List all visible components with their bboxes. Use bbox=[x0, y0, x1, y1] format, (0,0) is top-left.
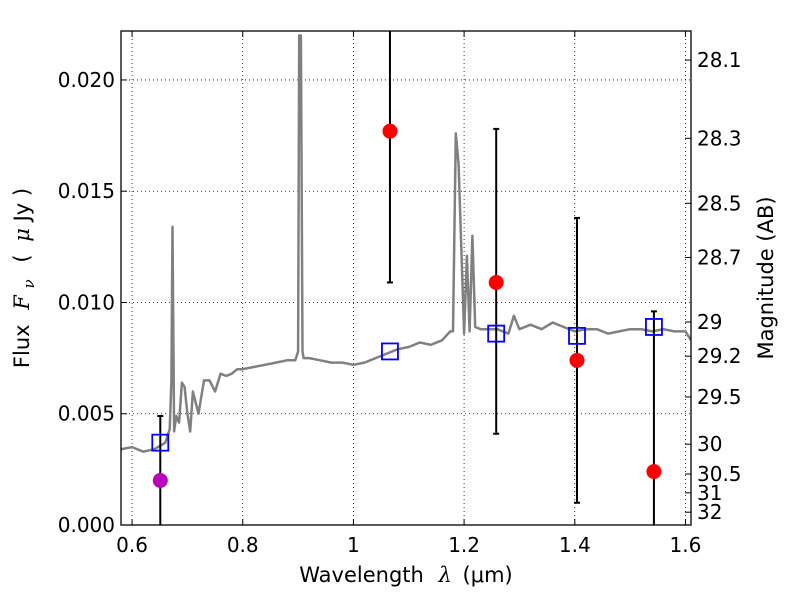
model-point-3 bbox=[568, 326, 586, 345]
x-axis-title: Wavelength λ (μm) bbox=[299, 563, 512, 587]
y-axis-title-units-rest: Jy ) bbox=[10, 188, 34, 224]
y-tick-label-2: 0.010 bbox=[58, 290, 115, 314]
y-axis-title: Flux F ν ( μ Jy ) bbox=[10, 188, 39, 368]
mag-tick-label-2: 28.5 bbox=[697, 191, 742, 215]
mag-tick-label-7: 30 bbox=[697, 432, 722, 456]
x-axis-title-prefix: Wavelength bbox=[299, 563, 424, 587]
y2-axis-title: Magnitude (AB) bbox=[754, 196, 778, 359]
model-point-0 bbox=[151, 433, 170, 452]
y-axis-title-symbol: F bbox=[10, 294, 34, 311]
axis-ticks: 0.6 0.8 1 1.2 1.4 1.6 0.000 0.005 0.010 0.015 0.02… bbox=[58, 31, 742, 557]
plot-frame bbox=[120, 30, 692, 526]
mag-tick-label-3: 28.7 bbox=[697, 245, 742, 269]
observed-point-4 bbox=[152, 472, 168, 488]
y-tick-label-0: 0.000 bbox=[58, 513, 115, 537]
model-point-1 bbox=[381, 342, 399, 361]
observed-point-0 bbox=[382, 123, 398, 139]
observed-point-1 bbox=[488, 274, 504, 290]
model-spectrum-line bbox=[121, 34, 691, 453]
mag-tick-label-0: 28.1 bbox=[697, 48, 742, 72]
model-point-2 bbox=[487, 324, 506, 343]
y-axis-title-prefix: Flux bbox=[10, 324, 34, 368]
data-markers bbox=[151, 31, 663, 525]
plot-area bbox=[121, 34, 691, 453]
x-tick-label-4: 1.4 bbox=[559, 533, 591, 557]
x-tick-label-5: 1.6 bbox=[670, 533, 702, 557]
mag-tick-label-10: 32 bbox=[697, 500, 722, 524]
y-tick-label-3: 0.015 bbox=[58, 179, 115, 203]
mag-tick-label-8: 30.5 bbox=[697, 462, 742, 486]
x-axis-title-symbol: λ bbox=[438, 563, 452, 587]
y-axis-title-subscript: ν bbox=[20, 279, 38, 288]
y-tick-label-1: 0.005 bbox=[58, 402, 115, 426]
x-tick-label-2: 1 bbox=[347, 533, 360, 557]
model-point-4 bbox=[645, 318, 663, 336]
observed-point-2 bbox=[569, 352, 585, 368]
x-axis-title-units: (μm) bbox=[463, 563, 513, 587]
y-axis-title-units-open: ( bbox=[10, 254, 34, 262]
mag-tick-label-1: 28.3 bbox=[697, 126, 742, 150]
mag-tick-label-9: 31 bbox=[697, 481, 722, 505]
observed-point-3 bbox=[646, 464, 662, 480]
mag-tick-label-5: 29.2 bbox=[697, 344, 742, 368]
mag-tick-label-6: 29.5 bbox=[697, 385, 742, 409]
y-tick-label-4: 0.020 bbox=[58, 68, 115, 92]
mag-tick-label-4: 29 bbox=[697, 310, 722, 334]
x-tick-label-3: 1.2 bbox=[448, 533, 480, 557]
y-axis-title-units-mu: μ bbox=[10, 228, 34, 242]
x-tick-label-1: 0.8 bbox=[227, 533, 259, 557]
x-tick-label-0: 0.6 bbox=[116, 533, 148, 557]
